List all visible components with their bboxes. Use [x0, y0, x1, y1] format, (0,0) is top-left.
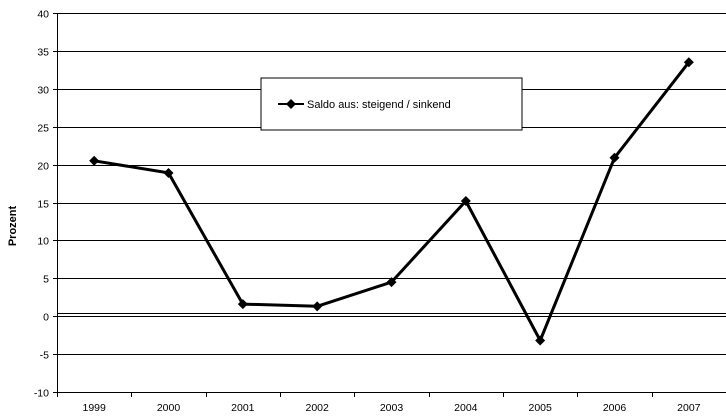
data-point-2000: [163, 167, 174, 178]
legend: Saldo aus: steigend / sinkend: [260, 77, 523, 131]
y-tick-label: -10: [34, 388, 49, 400]
axes: [53, 13, 726, 397]
x-tick-label-2007: 2007: [677, 402, 701, 414]
y-tick-label: -5: [40, 350, 49, 362]
x-tick-labels: 1999 2000 2001 2002 2003 2004 2005 2006 2007: [82, 402, 700, 414]
y-tick-labels: -10 -5 0 5 10 15 20 25 30 35 40: [34, 9, 49, 400]
x-tick-label-2003: 2003: [380, 402, 404, 414]
data-point-2002: [312, 301, 323, 312]
x-tick-label-1999: 1999: [82, 402, 106, 414]
data-point-1999: [89, 155, 100, 166]
data-point-2006: [609, 152, 620, 163]
y-tick-label: 0: [43, 312, 49, 324]
y-tick-label: 40: [37, 9, 49, 21]
series: [89, 57, 694, 346]
x-tick-label-2002: 2002: [305, 402, 329, 414]
gridlines: [57, 13, 726, 355]
x-tick-label-2006: 2006: [603, 402, 627, 414]
x-tick-label-2001: 2001: [231, 402, 255, 414]
y-tick-label: 25: [37, 123, 49, 135]
x-tick-label-2005: 2005: [528, 402, 552, 414]
y-tick-label: 20: [37, 161, 49, 173]
y-tick-label: 10: [37, 236, 49, 248]
data-point-2003: [386, 277, 397, 288]
y-axis-label: Prozent: [7, 205, 19, 246]
y-tick-label: 35: [37, 47, 49, 59]
legend-box: [260, 77, 523, 131]
data-point-2005: [535, 335, 546, 346]
x-tick-label-2000: 2000: [157, 402, 181, 414]
y-tick-label: 5: [43, 274, 49, 286]
data-point-2004: [460, 195, 471, 206]
y-tick-label: 15: [37, 199, 49, 211]
y-tick-label: 30: [37, 85, 49, 97]
x-tick-label-2004: 2004: [454, 402, 478, 414]
data-point-2001: [237, 299, 248, 310]
legend-marker-diamond: [286, 99, 296, 109]
data-point-2007: [683, 57, 694, 68]
legend-label: Saldo aus: steigend / sinkend: [307, 99, 451, 111]
